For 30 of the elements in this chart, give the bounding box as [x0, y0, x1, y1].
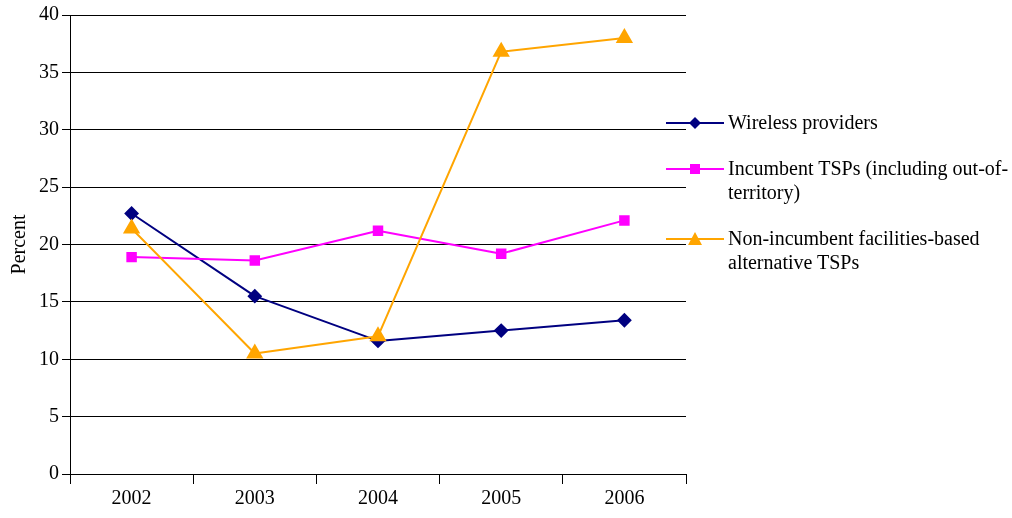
y-tick-label: 35	[39, 59, 59, 82]
point	[495, 248, 507, 259]
point	[494, 323, 509, 338]
x-tick-label: 2005	[481, 486, 522, 509]
point	[126, 251, 137, 263]
y-axis-title: Percent	[7, 214, 30, 275]
point	[493, 42, 510, 57]
point	[124, 206, 139, 221]
y-tick-label: 20	[39, 231, 59, 254]
point	[123, 219, 140, 234]
y-tick-label: 0	[49, 461, 59, 484]
x-tick-label: 2006	[604, 486, 645, 509]
y-tick-label: 15	[39, 289, 59, 312]
y-tick-label: 5	[49, 403, 59, 426]
y-tick-label: 25	[39, 174, 59, 197]
y-tick-label: 40	[39, 2, 59, 25]
point	[616, 28, 633, 43]
legend-label: Incumbent TSPs (including out-of-territory)	[728, 156, 1010, 204]
point	[247, 289, 262, 304]
x-tick-label: 2003	[234, 486, 275, 509]
legend-label: Non-incumbent facilities-based alternative TSPs	[728, 226, 981, 274]
x-tick-label: 2004	[358, 486, 398, 509]
point	[372, 225, 384, 236]
legend-label: Wireless providers	[728, 110, 879, 134]
point	[619, 215, 630, 226]
y-tick-label: 10	[39, 346, 59, 369]
x-tick-label: 2002	[111, 486, 152, 509]
point	[617, 313, 632, 328]
y-tick-label: 30	[39, 117, 59, 139]
point	[249, 255, 261, 266]
